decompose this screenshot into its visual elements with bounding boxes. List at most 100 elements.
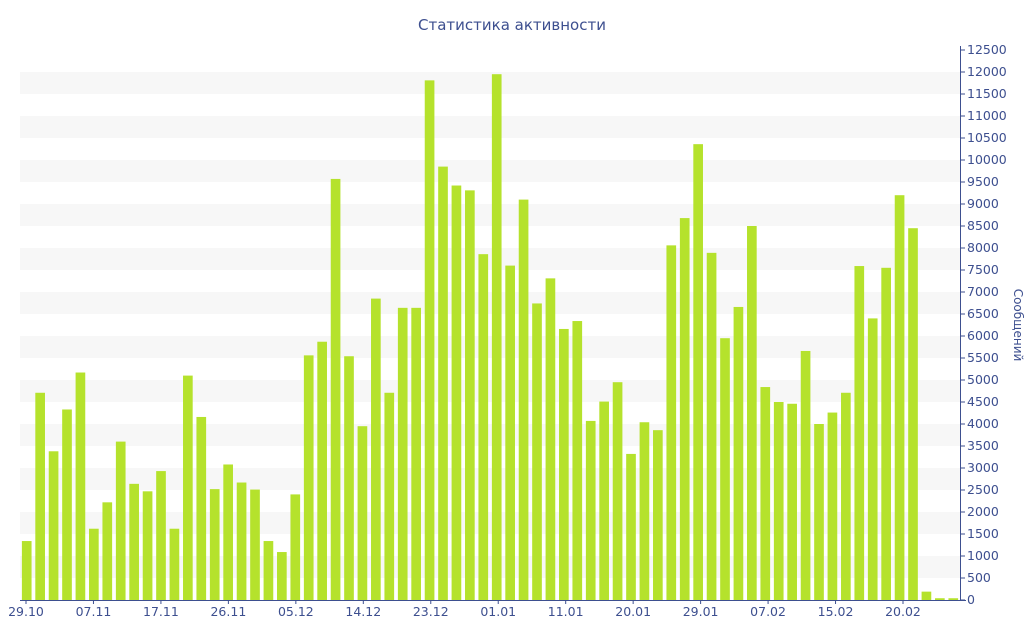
bar — [585, 420, 596, 600]
bar — [89, 528, 99, 600]
y-tick-label: 3000 — [967, 460, 999, 475]
bar — [21, 541, 32, 600]
bar — [747, 226, 757, 600]
bar — [371, 298, 381, 600]
y-tick-label: 6000 — [967, 328, 999, 343]
x-tick-label: 29.10 — [8, 604, 44, 619]
bar — [639, 422, 650, 600]
bar — [357, 426, 368, 600]
y-tick-label: 500 — [967, 570, 991, 585]
bar — [290, 494, 301, 600]
bar — [518, 199, 529, 600]
bar — [935, 598, 945, 600]
bar — [693, 144, 703, 600]
x-tick-label: 15.02 — [818, 604, 854, 619]
x-tick-label: 11.01 — [548, 604, 584, 619]
y-tick-label: 4500 — [967, 394, 999, 409]
y-tick-label: 11500 — [967, 86, 1007, 101]
bar — [223, 464, 233, 600]
bar — [115, 441, 126, 600]
y-tick-label: 1000 — [967, 548, 999, 563]
bar — [142, 491, 153, 600]
grid-band — [20, 204, 960, 226]
bar — [169, 528, 180, 600]
bar — [263, 541, 274, 600]
bar — [451, 185, 462, 600]
bar — [317, 341, 327, 600]
bar — [706, 252, 717, 600]
x-tick-label: 07.11 — [76, 604, 112, 619]
bar — [48, 451, 59, 600]
bar — [250, 489, 260, 600]
bar — [545, 278, 556, 600]
grid-band — [20, 72, 960, 94]
bar — [867, 318, 878, 600]
y-tick-label: 9000 — [967, 196, 999, 211]
y-tick-label: 2000 — [967, 504, 999, 519]
bar — [102, 502, 113, 600]
x-tick-label: 23.12 — [413, 604, 449, 619]
bar — [720, 338, 730, 600]
grid-band — [20, 248, 960, 270]
grid-bands — [20, 72, 960, 578]
y-tick-label: 0 — [967, 592, 975, 607]
bar — [653, 430, 663, 600]
bar — [908, 228, 918, 600]
bar — [881, 267, 891, 600]
bar — [841, 392, 851, 600]
bar — [948, 598, 959, 600]
bar — [491, 74, 502, 600]
x-tick-label: 17.11 — [143, 604, 179, 619]
grid-band — [20, 160, 960, 182]
bar — [465, 190, 475, 601]
bar — [129, 483, 139, 600]
y-tick-label: 8000 — [967, 240, 999, 255]
bar — [921, 591, 932, 600]
y-axis-label: Сообщений — [1011, 289, 1024, 362]
y-tick-label: 10000 — [967, 152, 1007, 167]
y-tick-label: 7500 — [967, 262, 999, 277]
y-tick-label: 10500 — [967, 130, 1007, 145]
y-tick-label: 1500 — [967, 526, 999, 541]
grid-band — [20, 116, 960, 138]
bar — [787, 403, 797, 600]
bar — [572, 321, 583, 600]
y-tick-label: 12000 — [967, 64, 1007, 79]
bar — [397, 307, 408, 600]
bar — [75, 372, 86, 600]
x-tick-label: 07.02 — [750, 604, 786, 619]
bar — [62, 409, 72, 600]
y-tick-label: 11000 — [967, 108, 1007, 123]
y-tick-label: 2500 — [967, 482, 999, 497]
bar — [411, 307, 421, 600]
x-tick-label: 20.02 — [885, 604, 921, 619]
bar — [156, 471, 166, 600]
y-tick-label: 5000 — [967, 372, 999, 387]
bar — [679, 218, 690, 600]
bar — [330, 178, 341, 601]
x-tick-label: 14.12 — [345, 604, 381, 619]
chart-title: Статистика активности — [418, 16, 606, 34]
x-tick-label: 26.11 — [210, 604, 246, 619]
x-tick-label: 05.12 — [278, 604, 314, 619]
bar — [894, 195, 905, 600]
y-tick-label: 9500 — [967, 174, 999, 189]
x-tick-label: 29.01 — [683, 604, 719, 619]
bar — [438, 166, 448, 600]
axes-group: 0 500 1000 1500 2000 2500 3000 3500 4000 4500 5000… — [8, 42, 1007, 619]
bar — [559, 328, 569, 600]
bar — [384, 392, 395, 600]
x-tick-label: 20.01 — [615, 604, 651, 619]
bar — [626, 453, 636, 600]
bar — [183, 375, 193, 600]
bar — [344, 356, 354, 600]
bar — [532, 303, 542, 600]
bar — [599, 401, 609, 600]
bar — [35, 392, 45, 600]
bar — [814, 424, 824, 600]
y-tick-label: 7000 — [967, 284, 999, 299]
grid-band — [20, 380, 960, 402]
bar — [733, 306, 744, 600]
bars-group — [21, 74, 959, 601]
